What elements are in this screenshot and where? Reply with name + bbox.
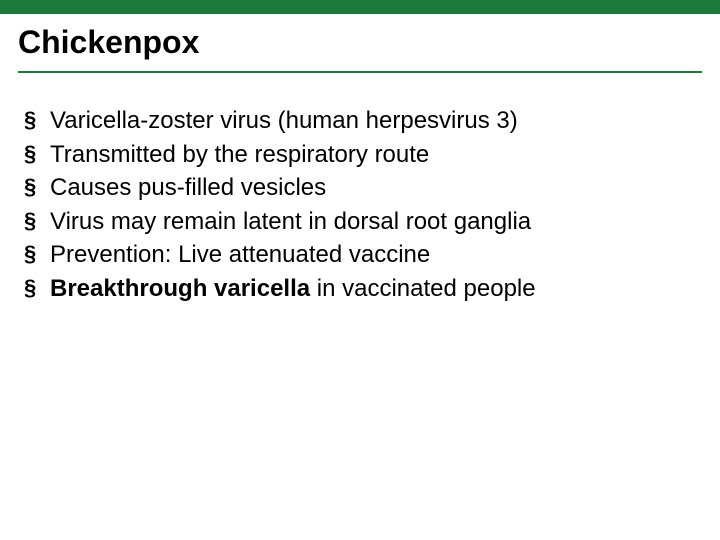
bullet-text: Transmitted by the respiratory route [50,141,702,169]
content-area: § Varicella-zoster virus (human herpesvi… [0,73,720,303]
list-item: § Varicella-zoster virus (human herpesvi… [24,107,702,135]
bullet-list: § Varicella-zoster virus (human herpesvi… [24,107,702,303]
bullet-marker-icon: § [24,141,50,166]
list-item: § Virus may remain latent in dorsal root… [24,208,702,236]
bullet-marker-icon: § [24,275,50,300]
slide-container: Chickenpox § Varicella-zoster virus (hum… [0,0,720,540]
bullet-text: Virus may remain latent in dorsal root g… [50,208,702,236]
bullet-body: Virus may remain latent in dorsal root g… [50,208,531,235]
bullet-bold-prefix: Breakthrough varicella [50,275,310,302]
bullet-marker-icon: § [24,174,50,199]
bullet-body: Prevention: Live attenuated vaccine [50,241,430,268]
list-item: § Prevention: Live attenuated vaccine [24,241,702,269]
bullet-text: Prevention: Live attenuated vaccine [50,241,702,269]
bullet-body: Transmitted by the respiratory route [50,141,429,168]
bullet-body: Varicella-zoster virus (human herpesviru… [50,107,518,134]
bullet-body: in vaccinated people [310,275,536,302]
bullet-marker-icon: § [24,241,50,266]
list-item: § Causes pus-filled vesicles [24,174,702,202]
bullet-text: Breakthrough varicella in vaccinated peo… [50,275,702,303]
list-item: § Transmitted by the respiratory route [24,141,702,169]
bullet-text: Varicella-zoster virus (human herpesviru… [50,107,702,135]
list-item: § Breakthrough varicella in vaccinated p… [24,275,702,303]
bullet-body: Causes pus-filled vesicles [50,174,326,201]
bullet-marker-icon: § [24,107,50,132]
bullet-text: Causes pus-filled vesicles [50,174,702,202]
slide-title: Chickenpox [0,14,720,67]
top-accent-bar [0,0,720,14]
bullet-marker-icon: § [24,208,50,233]
